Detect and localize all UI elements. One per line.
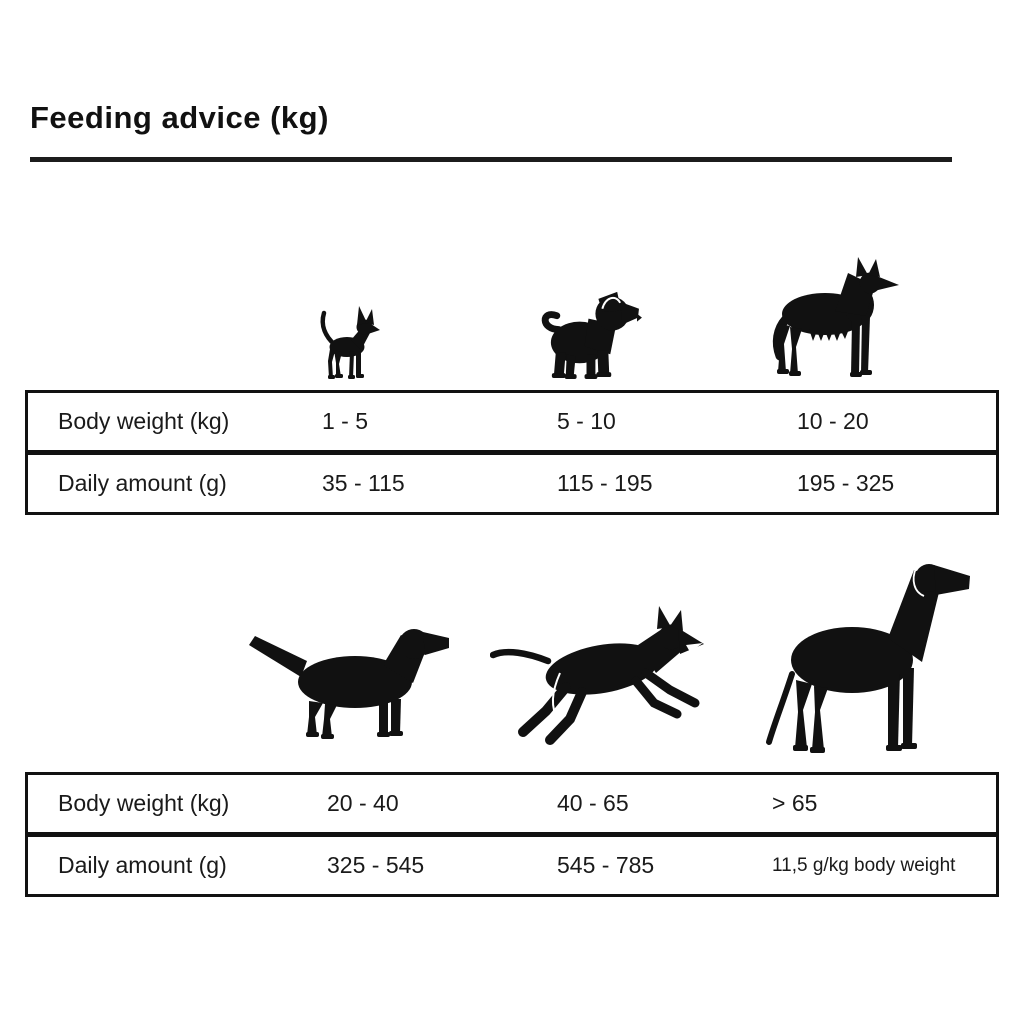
body-weight-value: 5 - 10: [557, 408, 616, 434]
daily-amount-value: 325 - 545: [327, 852, 425, 878]
body-weight-label: Body weight (kg): [58, 790, 230, 816]
title-underline: [30, 157, 952, 162]
body-weight-value: > 65: [772, 790, 818, 816]
body-weight-value: 40 - 65: [557, 790, 629, 816]
page-title: Feeding advice (kg): [30, 100, 329, 135]
body-weight-value: 20 - 40: [327, 790, 399, 816]
daily-amount-value: 545 - 785: [557, 852, 655, 878]
labrador-icon: [245, 615, 462, 742]
table-row: Daily amount (g) 35 - 115 115 - 195 195 …: [25, 452, 999, 515]
table-row: Body weight (kg) 1 - 5 5 - 10 10 - 20: [25, 390, 999, 453]
herding-dog-icon: [753, 253, 908, 382]
body-weight-label: Body weight (kg): [58, 408, 230, 434]
table-row: Body weight (kg) 20 - 40 40 - 65 > 65: [25, 772, 999, 835]
running-dog-icon: [490, 593, 712, 745]
large-dogs-table: Body weight (kg) 20 - 40 40 - 65 > 65 Da…: [25, 772, 999, 897]
body-weight-value: 10 - 20: [797, 408, 869, 434]
daily-amount-label: Daily amount (g): [58, 470, 227, 496]
body-weight-value: 1 - 5: [322, 408, 369, 434]
daily-amount-value: 195 - 325: [797, 470, 895, 496]
small-dogs-table: Body weight (kg) 1 - 5 5 - 10 10 - 20 Da…: [25, 390, 999, 515]
daily-amount-value: 11,5 g/kg body weight: [772, 854, 956, 876]
table-row: Daily amount (g) 325 - 545 545 - 785 11,…: [25, 834, 999, 897]
daily-amount-label: Daily amount (g): [58, 852, 227, 878]
daily-amount-value: 115 - 195: [557, 470, 653, 496]
daily-amount-value: 35 - 115: [322, 470, 405, 496]
puppy-icon: [533, 285, 642, 382]
great-dane-icon: [740, 550, 975, 765]
chihuahua-icon: [315, 300, 385, 382]
